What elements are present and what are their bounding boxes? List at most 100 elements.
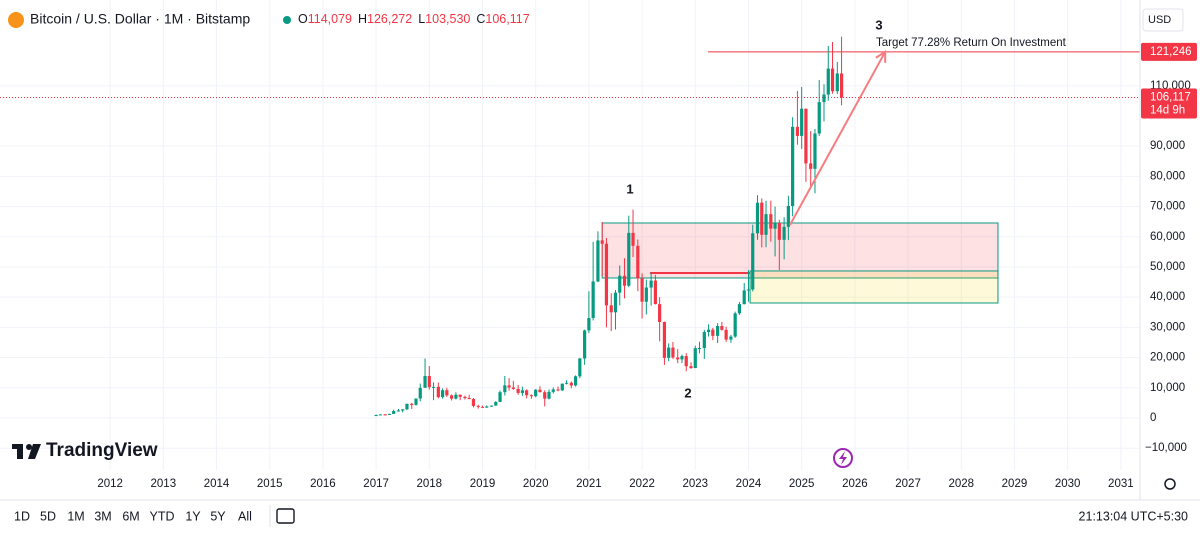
ohlc-name: O [298,12,308,26]
candle-body [529,395,534,397]
grid [0,0,1140,470]
candle-body [543,392,547,399]
candle-body [711,329,715,336]
logo-mark [28,444,41,459]
candle-body [374,415,378,417]
ohlc-legend: O114,079 H126,272 L103,530 C106,117 [298,12,530,26]
y-tick-label: 30,000 [1150,321,1185,333]
timeframe-button[interactable]: 1M [67,509,84,523]
settings-icon[interactable] [1164,478,1176,490]
timeframes: 1D 5D 1M 3M 6M YTD 1Y 5Y All [14,509,252,523]
candle-body [800,108,804,136]
y-tick-label: 90,000 [1150,140,1185,152]
ohlc-name: H [358,12,367,26]
candle-body [440,390,445,398]
annotation: 2 [684,385,691,400]
candle-body [720,326,724,330]
candle-body [418,387,422,399]
candle-body [835,73,839,92]
y-tick-label: 50,000 [1150,261,1185,273]
candle-body [525,390,529,396]
candle-body [791,126,795,206]
clock: 21:13:04 UTC+5:30 [1079,509,1188,523]
candle-body [773,222,777,229]
timeframe-button[interactable]: YTD [150,509,175,523]
y-tick-label: 80,000 [1150,170,1185,182]
candle-body [423,376,427,388]
bolt-icon[interactable] [833,448,853,468]
currency-label[interactable]: USD [1148,14,1171,26]
symbol-title: Bitcoin / U.S. Dollar · 1M · Bitstamp [30,11,250,27]
candle-body [809,163,813,169]
timeframe-button[interactable]: 6M [122,509,139,523]
candle-body [573,376,578,386]
logo-mark [26,444,32,450]
candle-body [587,318,591,331]
zone [749,270,999,304]
candle-body [822,94,826,103]
candle-body [689,366,693,369]
candle-body [378,414,382,416]
candle-body [471,398,476,406]
candle-body [737,304,742,314]
candle-body [401,409,405,411]
candle-body [507,385,511,388]
candle-body [676,357,680,360]
timeframe-button[interactable]: All [238,509,252,523]
timeframe-button[interactable]: 5Y [210,509,226,523]
candle-body [564,382,569,384]
annotation: 1 [626,181,633,196]
candle-body [445,390,449,396]
x-tick-label: 2021 [576,478,602,490]
candle-body [494,401,498,406]
date-range-icon[interactable] [276,508,295,524]
candle-body [667,347,671,358]
candle-body [636,245,640,279]
timeframe-button[interactable]: 5D [40,509,56,523]
timeframe-button[interactable]: 1D [14,509,30,523]
currency-button[interactable] [1142,8,1184,32]
y-tick-label: −10,000 [1145,442,1187,454]
last-price-label: 106,117 [1150,92,1191,104]
candle-body [804,108,808,164]
candle-body [405,403,409,410]
candle-body [786,205,790,227]
last-price-box [1141,88,1197,119]
candle-body [600,240,604,244]
candle-body [702,332,706,349]
candle-body [414,398,418,405]
candle-body [547,391,551,399]
timeframe-button[interactable]: 1Y [185,509,201,523]
candle-body [839,73,844,98]
x-tick-label: 2028 [948,478,974,490]
candle-body [662,321,667,358]
candle-body [706,329,711,333]
candle-body [551,389,555,392]
x-tick-label: 2015 [257,478,283,490]
logo-mark [17,444,23,459]
ohlc-value: 103,530 [425,12,470,26]
candle-body [511,387,515,389]
x-tick-label: 2013 [151,478,177,490]
candle-body [724,329,728,340]
candle-body [649,280,653,288]
candle-body [733,313,737,337]
candle-body [583,330,587,359]
candle-body [627,232,631,286]
candle-body [618,275,622,293]
bolt-icon-glyph [839,451,847,465]
candle-body [760,202,764,235]
timeframe-button[interactable]: 3M [94,509,111,523]
x-tick-label: 2023 [682,478,708,490]
logo: TradingView [12,440,158,461]
candle-body [613,292,618,313]
ohlc-name: C [476,12,485,26]
plot [0,36,1140,417]
candle-body [631,232,635,246]
x-tick-label: 2025 [789,478,815,490]
ohlc-value: 106,117 [485,12,529,26]
x-tick-label: 2018 [416,478,442,490]
x-tick-label: 2012 [97,478,123,490]
candle-body [392,411,396,414]
